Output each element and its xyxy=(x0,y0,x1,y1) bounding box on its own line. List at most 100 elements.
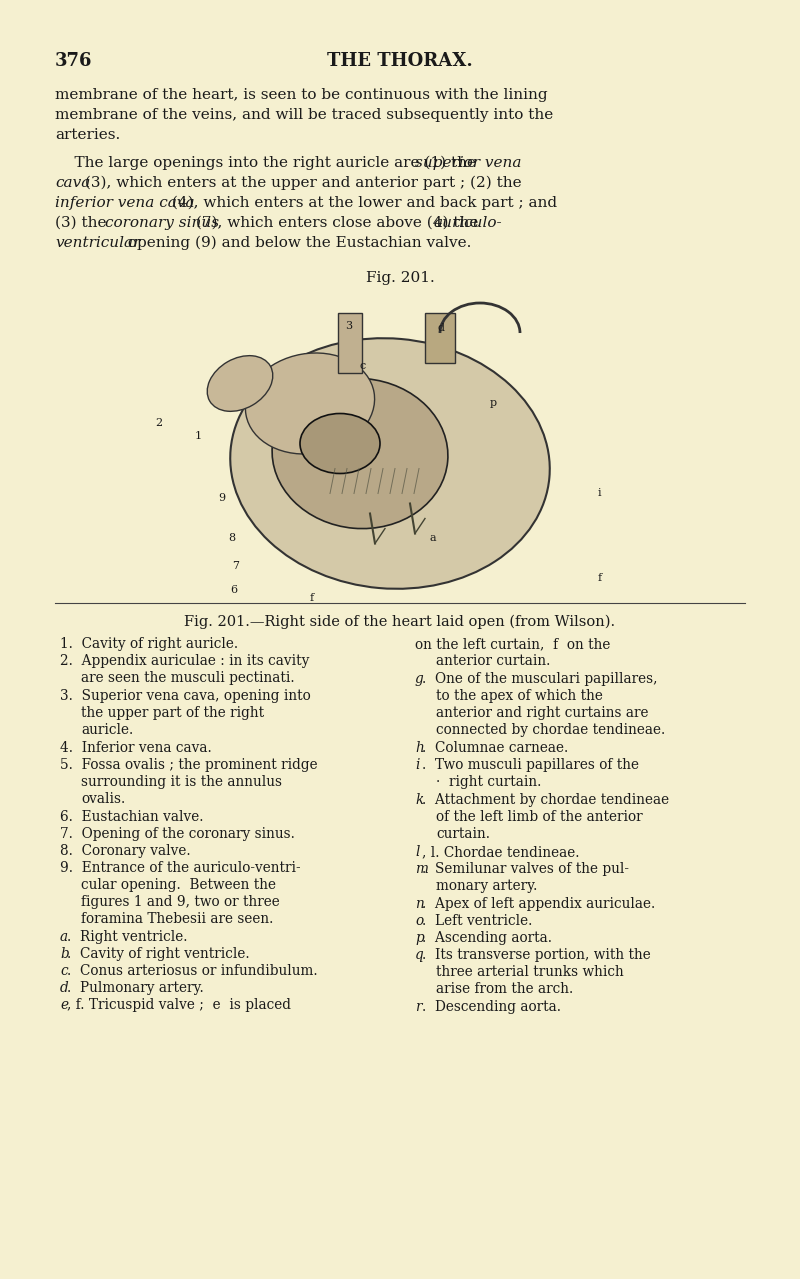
Text: 7: 7 xyxy=(232,561,239,570)
Text: inferior vena cava: inferior vena cava xyxy=(55,196,194,210)
Text: 3.  Superior vena cava, opening into: 3. Superior vena cava, opening into xyxy=(60,689,310,703)
Text: Fig. 201.: Fig. 201. xyxy=(366,271,434,285)
Text: .  One of the musculari papillares,: . One of the musculari papillares, xyxy=(422,671,658,686)
Text: The large openings into the right auricle are (1) the: The large openings into the right auricl… xyxy=(55,156,481,170)
Text: m: m xyxy=(415,862,428,876)
Ellipse shape xyxy=(272,379,448,528)
Text: q: q xyxy=(415,948,424,962)
Text: 9: 9 xyxy=(218,492,225,503)
Text: .  Apex of left appendix auriculae.: . Apex of left appendix auriculae. xyxy=(422,897,655,911)
Text: auriculo-: auriculo- xyxy=(434,216,502,230)
Text: three arterial trunks which: three arterial trunks which xyxy=(436,964,624,978)
Text: 8: 8 xyxy=(228,533,235,544)
Text: of the left limb of the anterior: of the left limb of the anterior xyxy=(436,810,642,824)
FancyBboxPatch shape xyxy=(130,293,630,602)
Text: f: f xyxy=(310,593,314,602)
Text: .  Left ventricle.: . Left ventricle. xyxy=(422,914,532,929)
Text: 2.  Appendix auriculae : in its cavity: 2. Appendix auriculae : in its cavity xyxy=(60,654,310,668)
Text: anterior and right curtains are: anterior and right curtains are xyxy=(436,706,649,720)
Text: cular opening.  Between the: cular opening. Between the xyxy=(81,877,276,891)
Text: p: p xyxy=(490,398,497,408)
Text: arise from the arch.: arise from the arch. xyxy=(436,982,574,996)
Text: ·  right curtain.: · right curtain. xyxy=(436,775,542,789)
Text: b: b xyxy=(60,946,69,961)
Ellipse shape xyxy=(230,338,550,588)
Text: coronary sinus: coronary sinus xyxy=(105,216,218,230)
Text: 376: 376 xyxy=(55,52,93,70)
Text: .  Pulmonary artery.: . Pulmonary artery. xyxy=(67,981,204,995)
Text: .  Cavity of right ventricle.: . Cavity of right ventricle. xyxy=(67,946,250,961)
Text: .  Ascending aorta.: . Ascending aorta. xyxy=(422,931,552,945)
Bar xyxy=(425,313,455,363)
Ellipse shape xyxy=(246,353,374,454)
Text: curtain.: curtain. xyxy=(436,828,490,842)
Text: k: k xyxy=(415,793,423,807)
Text: 3: 3 xyxy=(345,321,352,331)
Text: 5.  Fossa ovalis ; the prominent ridge: 5. Fossa ovalis ; the prominent ridge xyxy=(60,758,318,773)
Text: (3) the: (3) the xyxy=(55,216,111,230)
Text: surrounding it is the annulus: surrounding it is the annulus xyxy=(81,775,282,789)
Text: foramina Thebesii are seen.: foramina Thebesii are seen. xyxy=(81,912,274,926)
Text: .  Descending aorta.: . Descending aorta. xyxy=(422,1000,561,1014)
Text: i: i xyxy=(598,489,602,498)
Text: membrane of the veins, and will be traced subsequently into the: membrane of the veins, and will be trace… xyxy=(55,107,554,122)
Text: g: g xyxy=(415,671,424,686)
Text: ventricular: ventricular xyxy=(55,237,140,249)
Text: c: c xyxy=(360,361,366,371)
Text: .  Attachment by chordae tendineae: . Attachment by chordae tendineae xyxy=(422,793,669,807)
Text: a: a xyxy=(430,533,437,544)
Text: 8.  Coronary valve.: 8. Coronary valve. xyxy=(60,844,190,858)
Text: 7.  Opening of the coronary sinus.: 7. Opening of the coronary sinus. xyxy=(60,828,295,842)
Text: o: o xyxy=(415,914,423,929)
Text: d: d xyxy=(60,981,69,995)
Text: .  Conus arteriosus or infundibulum.: . Conus arteriosus or infundibulum. xyxy=(67,964,318,978)
Ellipse shape xyxy=(207,356,273,412)
Text: the upper part of the right: the upper part of the right xyxy=(81,706,264,720)
Text: auricle.: auricle. xyxy=(81,723,134,737)
Text: , l. Chordae tendineae.: , l. Chordae tendineae. xyxy=(422,845,579,859)
Text: 9.  Entrance of the auriculo-ventri-: 9. Entrance of the auriculo-ventri- xyxy=(60,861,301,875)
Text: monary artery.: monary artery. xyxy=(436,879,538,893)
Text: a: a xyxy=(60,930,68,944)
Text: n: n xyxy=(415,897,424,911)
Text: 6.  Eustachian valve.: 6. Eustachian valve. xyxy=(60,810,203,824)
Text: THE THORAX.: THE THORAX. xyxy=(327,52,473,70)
Text: (3), which enters at the upper and anterior part ; (2) the: (3), which enters at the upper and anter… xyxy=(80,177,522,191)
Text: h: h xyxy=(415,741,424,755)
Text: r: r xyxy=(415,1000,422,1014)
Text: i: i xyxy=(415,758,419,773)
Text: connected by chordae tendineae.: connected by chordae tendineae. xyxy=(436,723,666,737)
Text: e: e xyxy=(60,998,68,1012)
Text: 6: 6 xyxy=(230,585,237,595)
Text: (7), which enters close above (4) the: (7), which enters close above (4) the xyxy=(191,216,484,230)
Text: Fig. 201.—Right side of the heart laid open (from Wilson).: Fig. 201.—Right side of the heart laid o… xyxy=(185,615,615,629)
Text: .  Its transverse portion, with the: . Its transverse portion, with the xyxy=(422,948,650,962)
Text: (4), which enters at the lower and back part ; and: (4), which enters at the lower and back … xyxy=(166,196,557,210)
Text: 1.  Cavity of right auricle.: 1. Cavity of right auricle. xyxy=(60,637,238,651)
Text: opening (9) and below the Eustachian valve.: opening (9) and below the Eustachian val… xyxy=(123,237,471,251)
Bar xyxy=(338,313,362,373)
Text: 1: 1 xyxy=(195,431,202,441)
Text: 4.  Inferior vena cava.: 4. Inferior vena cava. xyxy=(60,741,212,755)
Text: .  Semilunar valves of the pul-: . Semilunar valves of the pul- xyxy=(422,862,629,876)
Text: arteries.: arteries. xyxy=(55,128,120,142)
Text: superior vena: superior vena xyxy=(414,156,521,170)
Ellipse shape xyxy=(300,413,380,473)
Text: .  Right ventricle.: . Right ventricle. xyxy=(67,930,187,944)
Text: figures 1 and 9, two or three: figures 1 and 9, two or three xyxy=(81,895,280,909)
Text: c: c xyxy=(60,964,68,978)
Text: 2: 2 xyxy=(155,418,162,428)
Text: membrane of the heart, is seen to be continuous with the lining: membrane of the heart, is seen to be con… xyxy=(55,88,548,102)
Text: l: l xyxy=(415,845,419,859)
Text: .  Two musculi papillares of the: . Two musculi papillares of the xyxy=(422,758,639,773)
Text: cava: cava xyxy=(55,177,90,191)
Text: .  Columnae carneae.: . Columnae carneae. xyxy=(422,741,568,755)
Text: p: p xyxy=(415,931,424,945)
Text: , f. Tricuspid valve ;  e  is placed: , f. Tricuspid valve ; e is placed xyxy=(67,998,291,1012)
Text: to the apex of which the: to the apex of which the xyxy=(436,689,603,703)
Text: anterior curtain.: anterior curtain. xyxy=(436,654,550,668)
Text: f: f xyxy=(598,573,602,583)
Text: on the left curtain,  f  on the: on the left curtain, f on the xyxy=(415,637,610,651)
Text: d: d xyxy=(437,324,444,333)
Text: ovalis.: ovalis. xyxy=(81,792,126,806)
